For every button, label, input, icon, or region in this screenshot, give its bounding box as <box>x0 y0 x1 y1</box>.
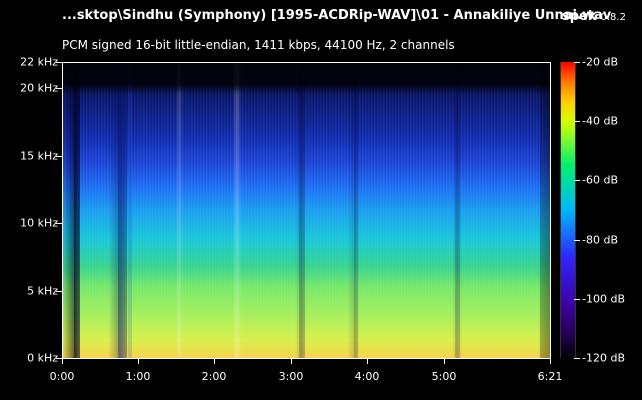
spectrogram-plot <box>62 62 550 358</box>
colorbar-tick-60db <box>574 180 580 181</box>
y-label-22khz: 22 kHz <box>20 55 58 69</box>
colorbar-label-60db: -60 dB <box>582 173 618 187</box>
colorbar-tick-80db <box>574 240 580 241</box>
spectrogram-stripe <box>233 62 240 358</box>
y-label-20khz: 20 kHz <box>20 81 58 95</box>
audio-info: PCM signed 16-bit little-endian, 1411 kb… <box>62 38 455 52</box>
colorbar-label-40db: -40 dB <box>582 114 618 128</box>
y-label-10khz: 10 kHz <box>20 216 58 230</box>
x-tick-6 <box>550 358 551 364</box>
colorbar-tick-120db <box>574 358 580 359</box>
x-label-5: 5:00 <box>431 370 457 383</box>
x-tick-5 <box>444 358 445 364</box>
colorbar-tick-40db <box>574 121 580 122</box>
colorbar-tick-100db <box>574 299 580 300</box>
colorbar-label-20db: -20 dB <box>582 55 618 69</box>
y-tick-5khz <box>56 291 62 292</box>
plot-border-right <box>550 62 551 358</box>
x-label-2: 2:00 <box>201 370 227 383</box>
y-label-0khz: 0 kHz <box>27 351 58 365</box>
y-tick-15khz <box>56 156 62 157</box>
colorbar-tick-20db <box>574 62 580 63</box>
colorbar-label-120db: -120 dB <box>582 351 625 365</box>
y-tick-22khz <box>56 62 62 63</box>
db-colorbar <box>560 62 576 358</box>
app-version: 0.8.2 <box>600 12 626 23</box>
x-tick-1 <box>138 358 139 364</box>
y-label-15khz: 15 kHz <box>20 149 58 163</box>
app-name-text: spek <box>562 9 597 24</box>
y-tick-0khz <box>56 358 62 359</box>
file-title: ...sktop\Sindhu (Symphony) [1995-ACDRip-… <box>62 8 612 23</box>
x-label-4: 4:00 <box>354 370 380 383</box>
plot-border-bottom <box>62 358 550 359</box>
spectrogram-stripe <box>118 62 127 358</box>
spectrogram-stripe <box>454 62 461 358</box>
x-label-1: 1:00 <box>125 370 151 383</box>
app-name: spek 0.8.2 <box>562 9 626 24</box>
spectrogram-stripe <box>176 62 182 358</box>
spectrogram-stripe <box>353 62 359 358</box>
spectrogram-stripe <box>540 62 550 358</box>
y-tick-10khz <box>56 223 62 224</box>
plot-border-top <box>62 62 550 63</box>
spectrogram-stripe <box>298 62 305 358</box>
x-label-0: 0:00 <box>49 370 75 383</box>
x-tick-4 <box>367 358 368 364</box>
x-label-3: 3:00 <box>278 370 304 383</box>
y-tick-20khz <box>56 88 62 89</box>
plot-border-left <box>62 62 63 358</box>
y-label-5khz: 5 kHz <box>27 284 58 298</box>
x-tick-0 <box>62 358 63 364</box>
spectrogram-stripe <box>74 62 81 358</box>
x-tick-2 <box>214 358 215 364</box>
x-label-6: 6:21 <box>537 370 563 383</box>
spectrogram-stripe <box>127 62 132 358</box>
colorbar-label-100db: -100 dB <box>582 292 625 306</box>
x-tick-3 <box>291 358 292 364</box>
colorbar-label-80db: -80 dB <box>582 233 618 247</box>
